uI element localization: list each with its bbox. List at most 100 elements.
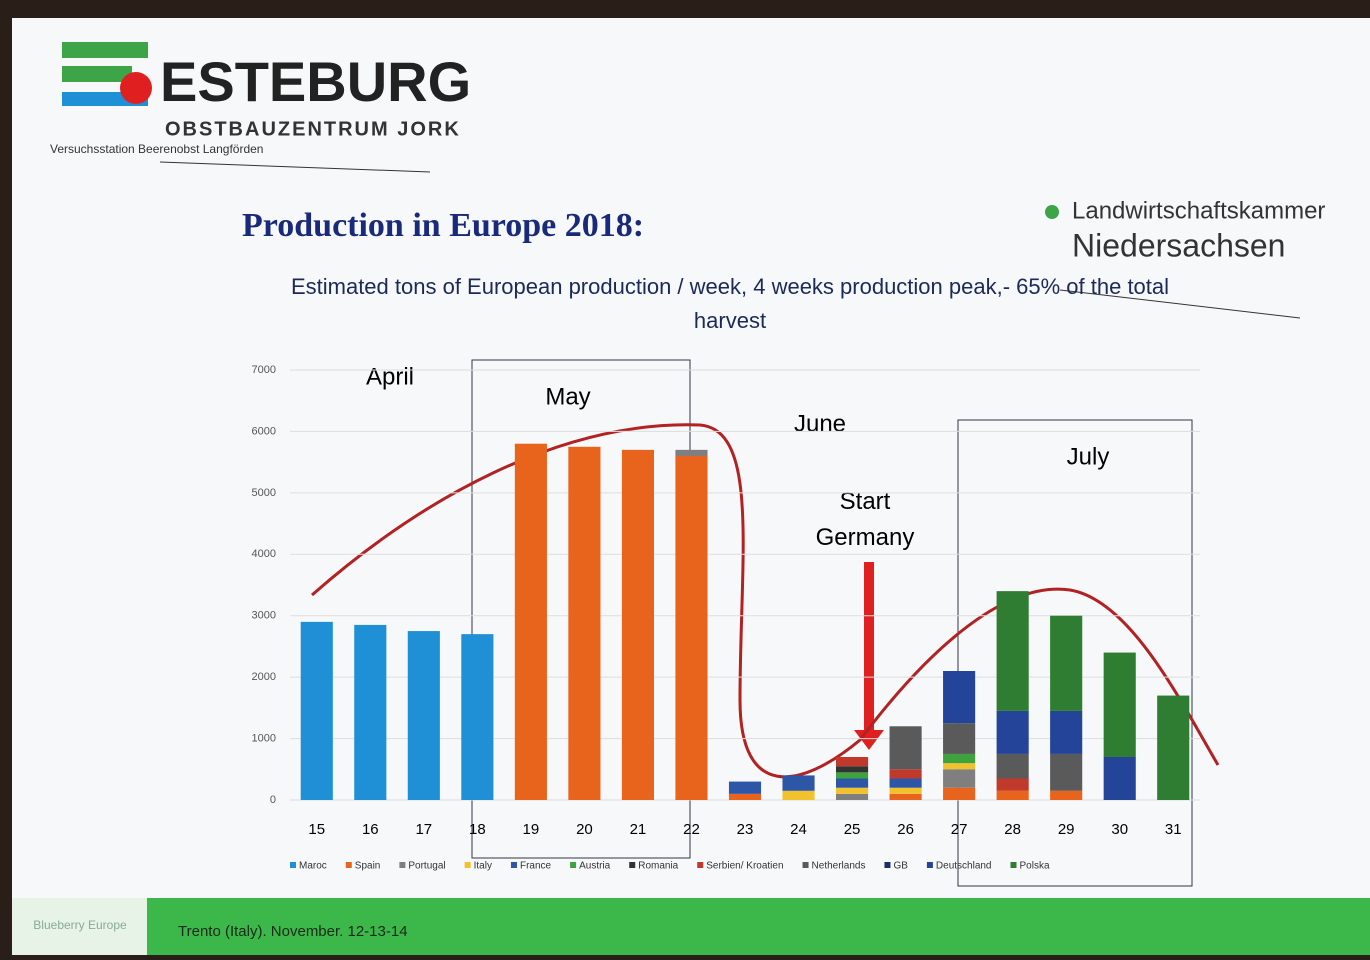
logo-stripe — [62, 66, 132, 82]
month-label: April — [366, 363, 414, 390]
bar-segment — [675, 450, 707, 456]
x-tick-label: 25 — [844, 821, 861, 838]
x-tick-label: 23 — [737, 821, 754, 838]
bar-segment — [1104, 757, 1136, 800]
annotation-box: Start Germany — [800, 484, 930, 564]
legend-label: Netherlands — [812, 861, 866, 872]
x-tick-label: 19 — [523, 821, 540, 838]
bar-segment — [1050, 616, 1082, 711]
y-tick-label: 4000 — [252, 548, 276, 560]
bar-segment — [943, 671, 975, 723]
bar-segment — [890, 794, 922, 800]
chart-title: Production in Europe 2018: — [242, 207, 644, 244]
bar-segment — [675, 456, 707, 800]
month-label: May — [545, 383, 590, 410]
bar-segment — [943, 754, 975, 763]
bar-segment — [997, 754, 1029, 779]
legend-swatch — [465, 862, 471, 868]
bar-segment — [1104, 653, 1136, 757]
y-tick-label: 1000 — [252, 732, 276, 744]
bar-segment — [836, 772, 868, 778]
legend-swatch — [629, 862, 635, 868]
station-text: Versuchsstation Beerenobst Langförden — [50, 142, 263, 156]
y-tick-label: 3000 — [252, 610, 276, 622]
bar-segment — [301, 622, 333, 800]
bar-segment — [1050, 791, 1082, 800]
bar-segment — [943, 769, 975, 787]
legend-label: France — [520, 861, 552, 872]
bar-segment — [836, 766, 868, 772]
bar-segment — [890, 788, 922, 794]
legend-swatch — [399, 862, 405, 868]
y-tick-label: 5000 — [252, 487, 276, 499]
month-label: June — [794, 410, 846, 437]
legend-label: Austria — [579, 861, 611, 872]
x-tick-label: 20 — [576, 821, 593, 838]
x-tick-label: 21 — [630, 821, 647, 838]
legend-label: Polska — [1020, 861, 1050, 872]
legend-swatch — [884, 862, 890, 868]
bar-segment — [890, 769, 922, 778]
slide: ESTEBURG OBSTBAUZENTRUM JORK Versuchssta… — [0, 0, 1370, 955]
bar-segment — [1157, 696, 1189, 800]
legend-label: Deutschland — [936, 861, 992, 872]
footer-text: Trento (Italy). November. 12-13-14 — [178, 923, 408, 940]
bar-segment — [1050, 711, 1082, 754]
bar-segment — [1050, 754, 1082, 791]
bar-segment — [943, 723, 975, 754]
x-tick-label: 15 — [308, 821, 325, 838]
x-tick-label: 26 — [897, 821, 914, 838]
bar-segment — [782, 791, 814, 800]
bar-segment — [354, 625, 386, 800]
bar-segment — [836, 788, 868, 794]
footer-logo: Blueberry Europe — [33, 918, 127, 932]
bar-segment — [997, 591, 1029, 711]
subtitle-box: Estimated tons of European production / … — [290, 270, 1170, 350]
legend-label: Spain — [355, 861, 381, 872]
x-tick-label: 27 — [951, 821, 968, 838]
y-tick-label: 6000 — [252, 425, 276, 437]
bar-segment — [408, 631, 440, 800]
bar-segment — [943, 763, 975, 769]
bar-segment — [568, 447, 600, 800]
logo-stripe — [62, 42, 148, 58]
bar-segment — [943, 788, 975, 800]
bar-segment — [782, 775, 814, 790]
partner-dot — [1045, 205, 1059, 219]
legend-swatch — [927, 862, 933, 868]
bar-segment — [997, 779, 1029, 791]
bar-segment — [729, 782, 761, 794]
bar-segment — [997, 711, 1029, 754]
legend-label: Portugal — [408, 861, 445, 872]
y-tick-label: 0 — [270, 794, 276, 806]
page: ESTEBURG OBSTBAUZENTRUM JORK Versuchssta… — [0, 0, 1370, 955]
legend-swatch — [697, 862, 703, 868]
legend-label: GB — [893, 861, 908, 872]
bar-segment — [836, 779, 868, 788]
arrow-shaft — [864, 562, 874, 732]
legend-swatch — [346, 862, 352, 868]
logo-text: ESTEBURG — [160, 50, 471, 113]
legend-swatch — [1011, 862, 1017, 868]
legend-swatch — [803, 862, 809, 868]
y-tick-label: 7000 — [252, 364, 276, 376]
bar-segment — [622, 450, 654, 800]
logo-subtitle: OBSTBAUZENTRUM JORK — [165, 118, 461, 140]
bar-segment — [836, 757, 868, 766]
bar-segment — [890, 726, 922, 769]
partner-text: Niedersachsen — [1072, 227, 1285, 263]
month-label: July — [1067, 443, 1110, 470]
chart-subtitle: Estimated tons of European production / … — [290, 270, 1170, 338]
x-tick-label: 29 — [1058, 821, 1075, 838]
bar-segment — [836, 794, 868, 800]
x-tick-label: 24 — [790, 821, 807, 838]
x-tick-label: 22 — [683, 821, 700, 838]
bar-segment — [997, 791, 1029, 800]
legend-swatch — [290, 862, 296, 868]
logo-circle — [120, 72, 152, 104]
x-tick-label: 17 — [415, 821, 432, 838]
bar-segment — [461, 634, 493, 800]
x-tick-label: 16 — [362, 821, 379, 838]
x-tick-label: 28 — [1004, 821, 1021, 838]
legend-label: Serbien/ Kroatien — [706, 861, 783, 872]
